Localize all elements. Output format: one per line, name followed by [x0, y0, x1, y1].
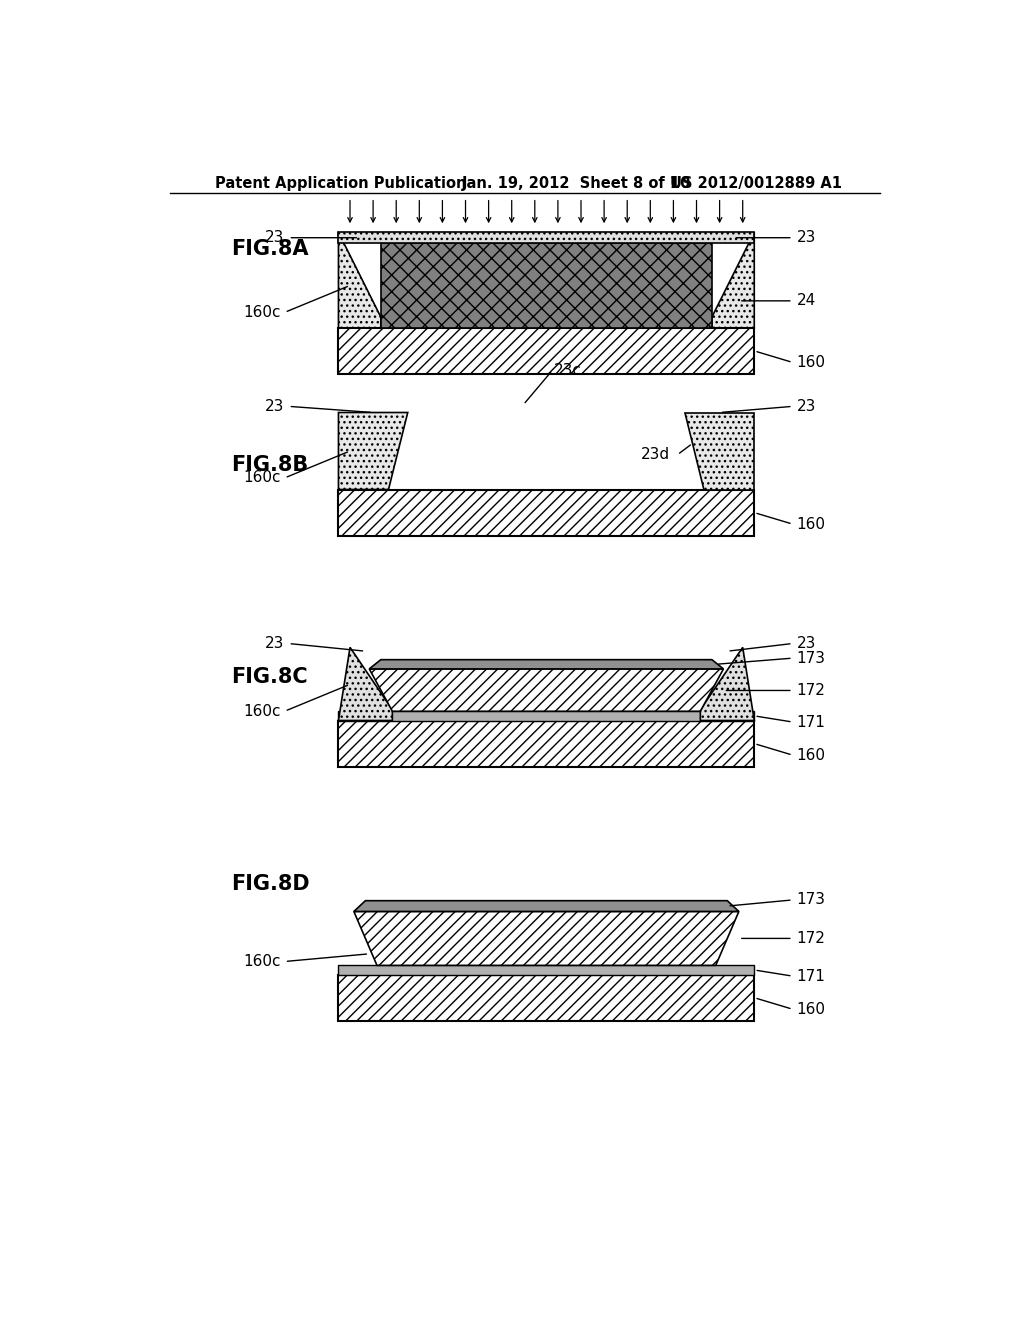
Text: 171: 171: [797, 714, 825, 730]
Bar: [339, 965, 755, 974]
Text: 171: 171: [797, 969, 825, 983]
Text: 173: 173: [797, 892, 825, 907]
Polygon shape: [712, 232, 755, 327]
Text: 160c: 160c: [244, 305, 281, 319]
Polygon shape: [339, 232, 381, 327]
Text: 172: 172: [797, 682, 825, 698]
Text: 23: 23: [797, 636, 816, 651]
Text: FIG.8C: FIG.8C: [230, 667, 307, 686]
Text: 23d: 23d: [640, 447, 670, 462]
Text: 160: 160: [797, 355, 825, 370]
Bar: [339, 490, 755, 536]
Polygon shape: [354, 900, 739, 911]
Polygon shape: [370, 660, 724, 669]
Bar: [339, 721, 755, 767]
Text: FIG.8D: FIG.8D: [230, 875, 309, 895]
Text: 24: 24: [797, 293, 816, 309]
Text: 172: 172: [797, 931, 825, 946]
Text: FIG.8B: FIG.8B: [230, 455, 308, 475]
Text: Jan. 19, 2012  Sheet 8 of 10: Jan. 19, 2012 Sheet 8 of 10: [462, 176, 691, 190]
Polygon shape: [370, 669, 724, 711]
Text: Patent Application Publication: Patent Application Publication: [215, 176, 467, 190]
Text: 160: 160: [797, 516, 825, 532]
Bar: [339, 711, 755, 721]
Text: 23: 23: [797, 230, 816, 246]
Bar: [339, 327, 755, 374]
Text: 23: 23: [265, 636, 285, 651]
Text: FIG.8A: FIG.8A: [230, 239, 308, 259]
Polygon shape: [339, 647, 392, 721]
Polygon shape: [700, 647, 755, 721]
Text: 23c: 23c: [554, 363, 582, 378]
Text: 160c: 160c: [244, 704, 281, 719]
Bar: [339, 232, 755, 243]
Text: 160c: 160c: [244, 954, 281, 969]
Bar: [339, 974, 755, 1020]
Text: US 2012/0012889 A1: US 2012/0012889 A1: [670, 176, 842, 190]
Text: 160: 160: [797, 747, 825, 763]
Text: 160: 160: [797, 1002, 825, 1016]
Bar: [381, 243, 712, 327]
Polygon shape: [339, 412, 408, 490]
Text: 23: 23: [265, 399, 285, 414]
Text: 23: 23: [265, 230, 285, 246]
Polygon shape: [685, 412, 755, 490]
Polygon shape: [354, 911, 739, 965]
Text: 173: 173: [797, 651, 825, 665]
Text: 23: 23: [797, 399, 816, 414]
Text: 160c: 160c: [244, 470, 281, 486]
